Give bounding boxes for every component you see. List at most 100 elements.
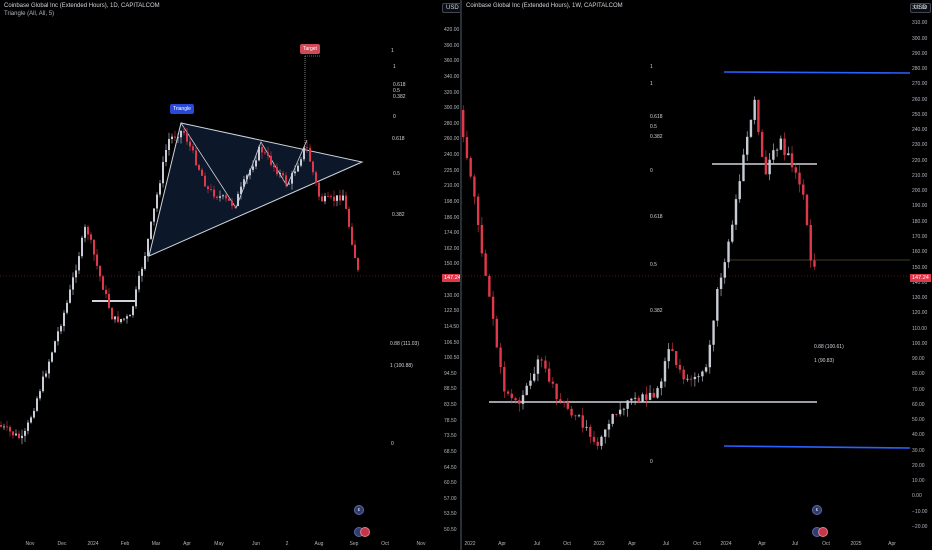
- left-price-axis[interactable]: 420.00 390.00 360.00 340.00 320.00 300.00 280.…: [442, 0, 460, 540]
- candle: [667, 349, 670, 362]
- candle: [510, 393, 513, 399]
- candle: [120, 319, 122, 323]
- price-tick-label: 300.00: [912, 35, 928, 42]
- candle: [544, 360, 547, 369]
- pane-divider[interactable]: [460, 0, 462, 550]
- fib-level-label: 0.5: [393, 88, 400, 94]
- candle: [555, 383, 558, 400]
- price-tick-label: 57.00: [444, 495, 457, 502]
- dividend-icon[interactable]: [360, 527, 370, 537]
- candle: [689, 378, 693, 380]
- candle: [790, 153, 794, 168]
- fib-level-label: 1: [393, 64, 396, 70]
- candle: [30, 417, 32, 423]
- price-tick-label: 250.00: [912, 111, 928, 118]
- fib-level-label: 0.5: [650, 262, 657, 268]
- candle: [153, 208, 155, 222]
- candle: [273, 164, 275, 168]
- candle: [309, 147, 311, 162]
- left-price-chart[interactable]: [0, 0, 440, 540]
- price-tick-label: 120.00: [912, 310, 928, 317]
- candle: [559, 399, 562, 402]
- right-currency-button[interactable]: USD: [910, 3, 931, 13]
- candle: [327, 196, 329, 197]
- time-tick-label: Nov: [25, 541, 35, 547]
- candle: [697, 376, 700, 378]
- candle: [738, 181, 741, 200]
- candle: [589, 426, 592, 437]
- price-tick-label: 198.00: [444, 198, 460, 205]
- price-tick-label: 320.00: [444, 89, 460, 96]
- price-tick-label: 200.00: [912, 188, 928, 195]
- candle: [321, 196, 323, 202]
- price-tick-label: 280.00: [444, 120, 460, 127]
- right-time-axis[interactable]: 2022 Apr Jul Oct 2023 Apr Jul Oct 2024 Apr Jul Oct 2…: [462, 540, 932, 550]
- time-tick-label: Aug: [314, 541, 324, 547]
- target-badge: Target: [300, 44, 320, 54]
- candle: [330, 196, 332, 197]
- candle: [618, 409, 622, 415]
- price-tick-label: 122.50: [444, 308, 460, 315]
- price-tick-label: 110.00: [912, 325, 927, 332]
- candle: [15, 433, 17, 436]
- candle: [45, 373, 47, 377]
- price-tick-label: 310.00: [912, 20, 928, 27]
- candle: [177, 137, 179, 139]
- candle: [533, 373, 536, 381]
- price-tick-label: 20.00: [912, 462, 925, 469]
- candle: [39, 391, 41, 399]
- time-tick-label: Oct: [822, 541, 830, 547]
- price-tick-label: 0.00: [912, 493, 922, 500]
- candle: [764, 156, 768, 175]
- candle: [484, 253, 487, 276]
- time-tick-label: Jul: [791, 541, 799, 547]
- right-price-chart[interactable]: [462, 0, 910, 540]
- candle: [285, 175, 287, 185]
- price-tick-label: 210.00: [912, 172, 928, 179]
- left-currency-button[interactable]: USD: [442, 3, 460, 13]
- left-time-axis[interactable]: Nov Dec 2024 Feb Mar Apr May Jun 2 Aug Sep Oct Nov: [0, 540, 460, 550]
- candle: [488, 275, 491, 297]
- right-price-axis[interactable]: 320.00 310.00 300.00 290.00 280.00 270.00 260.…: [910, 0, 932, 540]
- price-tick-label: 106.50: [444, 339, 460, 346]
- fib-level-label: 0.5: [393, 171, 400, 177]
- support-channel-line: [723, 445, 910, 449]
- event-icon[interactable]: ε: [812, 505, 822, 515]
- candle: [719, 277, 723, 289]
- candle: [652, 392, 655, 398]
- candle: [354, 244, 356, 259]
- right-chart-pane[interactable]: Coinbase Global Inc (Extended Hours), 1W…: [462, 0, 932, 550]
- dividend-icon[interactable]: [818, 527, 828, 537]
- candle: [135, 289, 137, 307]
- candle: [6, 426, 8, 428]
- price-tick-label: 162.00: [444, 245, 460, 252]
- candle: [315, 172, 317, 183]
- price-tick-label: 230.00: [912, 142, 928, 149]
- candle: [159, 183, 161, 195]
- candle: [339, 195, 341, 201]
- candle: [701, 371, 704, 377]
- event-icon[interactable]: ε: [354, 505, 364, 515]
- candle: [24, 430, 26, 436]
- candle: [660, 381, 663, 389]
- fib-level-label: 0.618: [393, 82, 406, 88]
- time-tick-label: Jul: [533, 541, 541, 547]
- candle: [547, 368, 551, 382]
- candle: [228, 198, 230, 201]
- candle: [648, 392, 652, 400]
- candle: [168, 139, 170, 150]
- left-chart-pane[interactable]: Coinbase Global Inc (Extended Hours), 1D…: [0, 0, 460, 550]
- left-indicator-label[interactable]: Triangle (All, All, 5): [4, 11, 55, 17]
- candle: [712, 320, 715, 345]
- fib-level-label: 0: [650, 168, 653, 174]
- time-tick-label: Apr: [628, 541, 636, 547]
- price-tick-label: 170.00: [912, 233, 928, 240]
- candle: [267, 152, 269, 156]
- time-tick-label: Apr: [758, 541, 766, 547]
- candle: [183, 130, 185, 133]
- price-tick-label: 180.00: [912, 218, 928, 225]
- candle: [333, 196, 335, 201]
- candle: [787, 153, 790, 156]
- candle: [171, 136, 173, 140]
- price-tick-label: 340.00: [444, 73, 460, 80]
